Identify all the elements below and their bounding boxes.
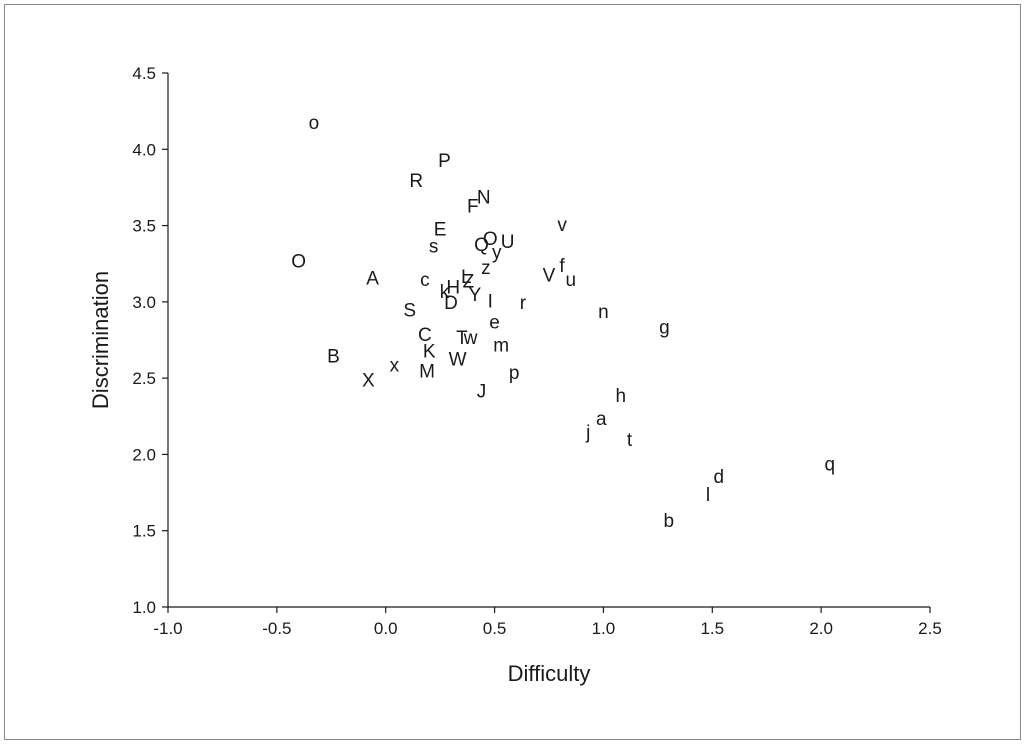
data-point-n: n <box>598 302 609 323</box>
x-tick-label: 1.0 <box>592 619 616 638</box>
y-tick-label: 3.5 <box>132 217 156 236</box>
figure-frame <box>4 4 1021 740</box>
data-point-y: y <box>492 243 502 264</box>
data-point-L: L <box>461 267 472 288</box>
axes <box>167 73 930 608</box>
x-ticks: -1.0 -0.5 0.0 0.5 1.0 1.5 2.0 2.5 <box>153 607 942 638</box>
y-tick-label: 4.5 <box>132 64 156 83</box>
data-point-v: v <box>557 215 567 236</box>
y-tick-label: 2.0 <box>132 445 156 464</box>
data-point-Z: Z <box>463 271 475 292</box>
y-axis-title: Discrimination <box>88 271 113 409</box>
data-point-k: k <box>440 282 450 303</box>
data-point-b: b <box>663 511 674 532</box>
data-point-a: a <box>596 409 607 430</box>
data-point-r: r <box>520 293 527 314</box>
x-tick-label: -0.5 <box>262 619 291 638</box>
data-point-d: d <box>714 467 725 488</box>
data-point-R: R <box>409 171 423 192</box>
data-point-s: s <box>429 236 439 257</box>
data-point-c: c <box>420 270 430 291</box>
y-tick-label: 3.0 <box>132 293 156 312</box>
data-point-J: J <box>477 381 487 402</box>
data-point-x: x <box>390 355 400 376</box>
data-point-j: j <box>585 423 590 444</box>
data-point-W: W <box>449 349 467 370</box>
y-tick-label: 1.0 <box>132 598 156 617</box>
data-point-Y: Y <box>469 285 482 306</box>
data-point-C: C <box>418 325 432 346</box>
data-point-S: S <box>403 300 416 321</box>
x-tick-label: 0.0 <box>374 619 398 638</box>
data-point-T: T <box>456 328 468 349</box>
y-tick-label: 2.5 <box>132 369 156 388</box>
data-point-V: V <box>543 265 556 286</box>
data-point-A: A <box>366 268 379 289</box>
data-point-z: z <box>481 258 491 279</box>
data-point-Q: Q <box>474 235 489 256</box>
data-point-P: P <box>438 151 451 172</box>
y-tick-label: 1.5 <box>132 522 156 541</box>
data-point-D: D <box>444 293 458 314</box>
data-point-f: f <box>559 256 565 277</box>
x-tick-label: -1.0 <box>153 619 182 638</box>
x-tick-label: 2.0 <box>809 619 833 638</box>
data-point-K: K <box>423 342 436 363</box>
data-point-g: g <box>659 317 670 338</box>
data-point-E: E <box>434 220 447 241</box>
data-point-l: l <box>706 485 710 506</box>
data-point-u: u <box>565 270 576 291</box>
data-point-I: I <box>488 291 493 312</box>
data-point-N: N <box>477 188 491 209</box>
x-axis-title: Difficulty <box>508 661 591 686</box>
x-tick-label: 2.5 <box>918 619 942 638</box>
data-point-H: H <box>446 278 460 299</box>
data-point-U: U <box>501 232 515 253</box>
data-point-w: w <box>463 328 478 349</box>
data-point-t: t <box>627 430 633 451</box>
data-point-F: F <box>467 197 479 218</box>
data-point-p: p <box>509 363 520 384</box>
data-point-h: h <box>616 386 627 407</box>
data-point-M: M <box>419 362 435 383</box>
x-tick-label: 0.5 <box>483 619 507 638</box>
data-point-X: X <box>362 371 375 392</box>
data-point-B: B <box>327 346 340 367</box>
data-point-q: q <box>825 455 836 476</box>
data-point-e: e <box>489 313 500 334</box>
data-point-O: O <box>483 229 498 250</box>
data-point-o: o <box>309 113 320 134</box>
data-point-m: m <box>493 336 509 357</box>
y-tick-label: 4.0 <box>132 140 156 159</box>
x-tick-label: 1.5 <box>700 619 724 638</box>
y-ticks: 1.0 1.5 2.0 2.5 3.0 3.5 4.0 4.5 <box>132 64 168 617</box>
data-point-O: O <box>291 252 306 273</box>
